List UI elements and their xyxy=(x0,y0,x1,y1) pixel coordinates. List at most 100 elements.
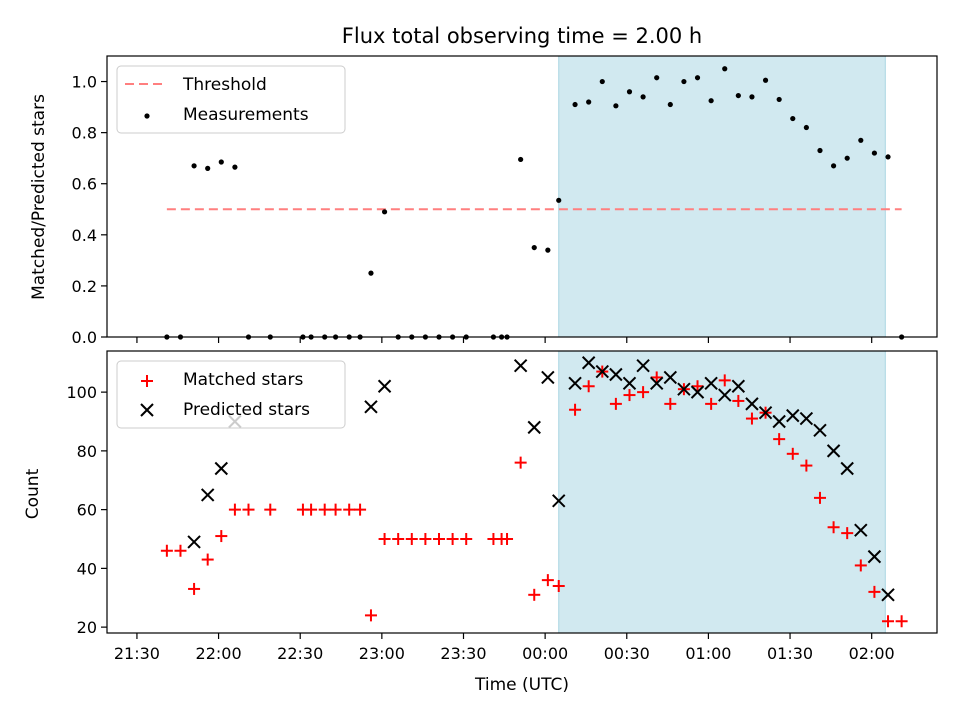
legend-predicted-swatch xyxy=(140,403,154,417)
top-x-axis-ticks xyxy=(136,337,873,343)
matched-star-point xyxy=(364,609,377,622)
predicted-star-point xyxy=(826,444,841,458)
matched-star-point xyxy=(329,503,342,516)
y-tick-label: 1.0 xyxy=(72,73,97,92)
matched-star-point xyxy=(650,371,663,384)
predicted-star-point xyxy=(552,494,566,508)
predicted-star-point xyxy=(527,420,541,435)
predicted-star-point xyxy=(663,370,678,385)
predicted-star-point xyxy=(799,411,814,426)
measurement-point xyxy=(790,115,796,122)
legend-predicted-label: Predicted stars xyxy=(183,400,310,420)
y-tick-label: 60 xyxy=(77,501,97,520)
top-y-axis-label: Matched/Predicted stars xyxy=(29,94,49,300)
predicted-star-point xyxy=(758,405,773,420)
predicted-star-point xyxy=(377,379,392,393)
matched-star-point xyxy=(305,503,318,516)
predicted-star-point xyxy=(690,385,705,399)
matched-star-point xyxy=(528,588,541,601)
matched-star-point xyxy=(582,380,595,393)
predicted-star-point xyxy=(609,367,623,382)
measurement-point xyxy=(708,98,714,104)
measurement-point xyxy=(205,165,211,171)
x-tick-label: 02:00 xyxy=(849,644,895,663)
matched-star-point xyxy=(354,503,367,516)
matched-star-point xyxy=(514,456,527,469)
matched-star-point xyxy=(609,397,622,410)
top-panel: 0.0 0.2 0.4 0.6 0.8 1.0 Matched/Predicted sta… xyxy=(29,55,938,347)
measurement-point xyxy=(586,99,592,105)
matched-star-point xyxy=(623,389,636,402)
top-legend: Threshold Measurements xyxy=(116,65,346,134)
bottom-panel: 20 40 60 80 100 21:30 22:00 22:30 23:00 23:30 00:… xyxy=(23,350,938,695)
measurement-point xyxy=(613,103,619,109)
legend-matched-label: Matched stars xyxy=(183,370,303,390)
y-tick-label: 0.0 xyxy=(72,328,97,347)
measurement-point xyxy=(531,244,537,251)
matched-star-point xyxy=(318,503,331,516)
matched-star-point xyxy=(392,533,405,545)
y-tick-label: 100 xyxy=(66,383,97,402)
matched-star-point xyxy=(242,503,255,516)
matched-star-point xyxy=(160,544,173,557)
matched-star-point xyxy=(691,380,704,393)
top-y-axis: 0.0 0.2 0.4 0.6 0.8 1.0 xyxy=(72,73,107,347)
measurement-point xyxy=(762,77,769,83)
y-tick-label: 0.4 xyxy=(72,226,97,245)
matched-star-point xyxy=(882,615,895,628)
matched-star-point xyxy=(343,503,356,516)
predicted-star-point xyxy=(745,397,759,411)
matched-star-point xyxy=(501,533,514,545)
legend-matched-swatch xyxy=(141,375,153,387)
matched-stars-series xyxy=(160,365,908,628)
matched-star-point xyxy=(868,585,881,598)
measurement-point xyxy=(381,209,388,215)
bottom-y-axis-label: Count xyxy=(23,468,43,519)
matched-star-point xyxy=(800,459,813,472)
measurement-point xyxy=(776,96,782,103)
matched-star-point xyxy=(854,559,867,572)
y-tick-label: 80 xyxy=(77,442,97,461)
matched-star-point xyxy=(637,386,650,399)
matched-star-point xyxy=(541,574,554,587)
measurement-point xyxy=(556,197,562,203)
predicted-star-point xyxy=(364,400,378,414)
predicted-star-point xyxy=(214,461,229,476)
matched-star-point xyxy=(664,397,677,410)
measurement-point xyxy=(545,247,551,253)
x-tick-label: 22:30 xyxy=(277,644,323,663)
x-axis-label: Time (UTC) xyxy=(474,675,569,695)
matched-star-point xyxy=(841,527,854,540)
predicted-star-point xyxy=(581,356,596,370)
measurement-point xyxy=(640,94,646,100)
x-tick-label: 22:00 xyxy=(196,644,242,663)
x-tick-label: 01:30 xyxy=(767,644,813,663)
measurement-point xyxy=(191,163,197,169)
predicted-star-point xyxy=(568,376,582,391)
measurement-point xyxy=(858,137,864,143)
matched-star-point xyxy=(827,521,840,534)
measurement-point xyxy=(722,66,728,72)
predicted-star-point xyxy=(813,423,827,438)
x-tick-label: 23:30 xyxy=(440,644,486,663)
x-tick-label: 21:30 xyxy=(114,644,160,663)
legend-measurements-label: Measurements xyxy=(183,105,309,125)
predicted-star-point xyxy=(595,364,609,379)
predicted-star-point xyxy=(622,376,637,391)
predicted-star-point xyxy=(636,358,650,373)
matched-star-point xyxy=(705,397,718,410)
predicted-star-point xyxy=(200,488,215,502)
y-tick-label: 40 xyxy=(77,559,97,578)
y-tick-label: 0.6 xyxy=(72,175,97,194)
predicted-star-point xyxy=(772,414,786,429)
measurement-point xyxy=(572,101,578,108)
predicted-star-point xyxy=(867,549,882,564)
matched-star-point xyxy=(419,533,432,545)
predicted-star-point xyxy=(731,379,746,393)
measurement-point xyxy=(803,124,809,131)
top-legend-box xyxy=(116,65,346,134)
measurement-point xyxy=(885,154,891,160)
matched-star-point xyxy=(215,530,228,543)
top-highlight-span xyxy=(558,55,886,338)
